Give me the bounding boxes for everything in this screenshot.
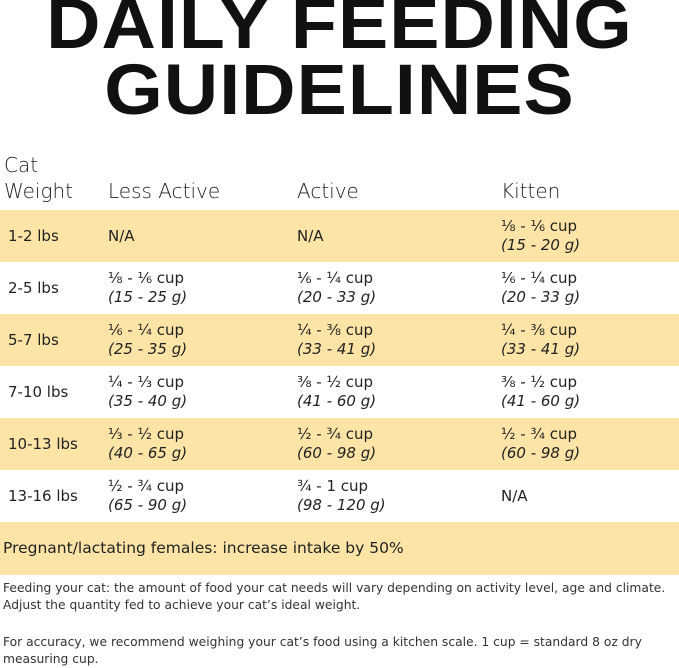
cup-amount: ¾ - 1 cup	[297, 477, 369, 495]
gram-amount: (65 - 90 g)	[108, 496, 188, 514]
amount-cell: ⅙ - ¼ cup (25 - 35 g)	[108, 314, 187, 366]
weight-cell: 7-10 lbs	[8, 382, 69, 401]
weight-cell: 2-5 lbs	[8, 278, 59, 297]
cup-amount: ¼ - ⅜ cup	[501, 321, 578, 339]
cup-amount: ⅙ - ¼ cup	[297, 269, 374, 287]
amount-cell: ¼ - ⅜ cup (33 - 41 g)	[501, 314, 580, 366]
amount-cell: ⅜ - ½ cup (41 - 60 g)	[297, 366, 376, 418]
amount-cell: ⅛ - ⅙ cup (15 - 25 g)	[108, 262, 187, 314]
amount-cell: ⅜ - ½ cup (41 - 60 g)	[501, 366, 580, 418]
gram-amount: (41 - 60 g)	[297, 392, 377, 410]
table-row: 10-13 lbs ⅓ - ½ cup (40 - 65 g) ½ - ¾ cup (6…	[0, 418, 679, 470]
amount-cell: ½ - ¾ cup (65 - 90 g)	[108, 470, 187, 522]
amount-cell: ¾ - 1 cup (98 - 120 g)	[297, 470, 386, 522]
cup-amount: ⅛ - ⅙ cup	[108, 269, 185, 287]
gram-amount: (25 - 35 g)	[108, 340, 188, 358]
gram-amount: (15 - 25 g)	[108, 288, 188, 306]
amount-cell: ½ - ¾ cup (60 - 98 g)	[501, 418, 580, 470]
amount-cell: ¼ - ⅜ cup (33 - 41 g)	[297, 314, 376, 366]
gram-amount: (98 - 120 g)	[297, 496, 386, 514]
cup-amount: ½ - ¾ cup	[108, 477, 185, 495]
table-row: 2-5 lbs ⅛ - ⅙ cup (15 - 25 g) ⅙ - ¼ cup (20 …	[0, 262, 679, 314]
pregnant-note: Pregnant/lactating females: increase int…	[3, 539, 404, 557]
amount-cell: N/A	[501, 470, 528, 522]
gram-amount: (33 - 41 g)	[297, 340, 377, 358]
cup-amount: N/A	[108, 226, 135, 245]
cup-amount: ⅜ - ½ cup	[297, 373, 374, 391]
cup-amount: ½ - ¾ cup	[501, 425, 578, 443]
cup-amount: N/A	[297, 226, 324, 245]
gram-amount: (35 - 40 g)	[108, 392, 188, 410]
gram-amount: (60 - 98 g)	[501, 444, 581, 462]
gram-amount: (41 - 60 g)	[501, 392, 581, 410]
header-kitten: Kitten	[501, 179, 561, 203]
weight-cell: 1-2 lbs	[8, 226, 59, 245]
gram-amount: (60 - 98 g)	[297, 444, 377, 462]
gram-amount: (20 - 33 g)	[297, 288, 377, 306]
amount-cell: ½ - ¾ cup (60 - 98 g)	[297, 418, 376, 470]
amount-cell: N/A	[297, 210, 324, 262]
cup-amount: ⅜ - ½ cup	[501, 373, 578, 391]
amount-cell: ⅛ - ⅙ cup (15 - 20 g)	[501, 210, 580, 262]
weight-cell: 5-7 lbs	[8, 330, 59, 349]
amount-cell: ⅙ - ¼ cup (20 - 33 g)	[501, 262, 580, 314]
table-header: Cat Weight Less Active Active Kitten	[0, 150, 679, 208]
header-less-active: Less Active	[108, 179, 221, 203]
pregnant-row: Pregnant/lactating females: increase int…	[0, 522, 679, 575]
table-row: 5-7 lbs ⅙ - ¼ cup (25 - 35 g) ¼ - ⅜ cup (33 …	[0, 314, 679, 366]
weight-cell: 10-13 lbs	[8, 434, 78, 453]
amount-cell: ⅙ - ¼ cup (20 - 33 g)	[297, 262, 376, 314]
amount-cell: ⅓ - ½ cup (40 - 65 g)	[108, 418, 187, 470]
cup-amount: N/A	[501, 486, 528, 505]
cup-amount: ⅙ - ¼ cup	[501, 269, 578, 287]
gram-amount: (20 - 33 g)	[501, 288, 581, 306]
amount-cell: ¼ - ⅓ cup (35 - 40 g)	[108, 366, 187, 418]
header-cat-weight: Cat Weight	[4, 153, 73, 203]
weight-cell: 13-16 lbs	[8, 486, 78, 505]
amount-cell: N/A	[108, 210, 135, 262]
cup-amount: ½ - ¾ cup	[297, 425, 374, 443]
cup-amount: ⅓ - ½ cup	[108, 425, 185, 443]
cup-amount: ⅙ - ¼ cup	[108, 321, 185, 339]
table-row: 13-16 lbs ½ - ¾ cup (65 - 90 g) ¾ - 1 cup (9…	[0, 470, 679, 522]
cup-amount: ¼ - ⅜ cup	[297, 321, 374, 339]
header-active: Active	[297, 179, 359, 203]
gram-amount: (33 - 41 g)	[501, 340, 581, 358]
table-row: 7-10 lbs ¼ - ⅓ cup (35 - 40 g) ⅜ - ½ cup (41…	[0, 366, 679, 418]
page-title: DAILY FEEDING GUIDELINES	[46, 0, 633, 130]
cup-amount: ¼ - ⅓ cup	[108, 373, 185, 391]
cup-amount: ⅛ - ⅙ cup	[501, 217, 578, 235]
gram-amount: (40 - 65 g)	[108, 444, 188, 462]
accuracy-note: For accuracy, we recommend weighing your…	[3, 635, 642, 667]
feeding-note: Feeding your cat: the amount of food you…	[3, 581, 666, 613]
table-row: 1-2 lbs N/A N/A ⅛ - ⅙ cup (15 - 20 g)	[0, 210, 679, 262]
gram-amount: (15 - 20 g)	[501, 236, 581, 254]
